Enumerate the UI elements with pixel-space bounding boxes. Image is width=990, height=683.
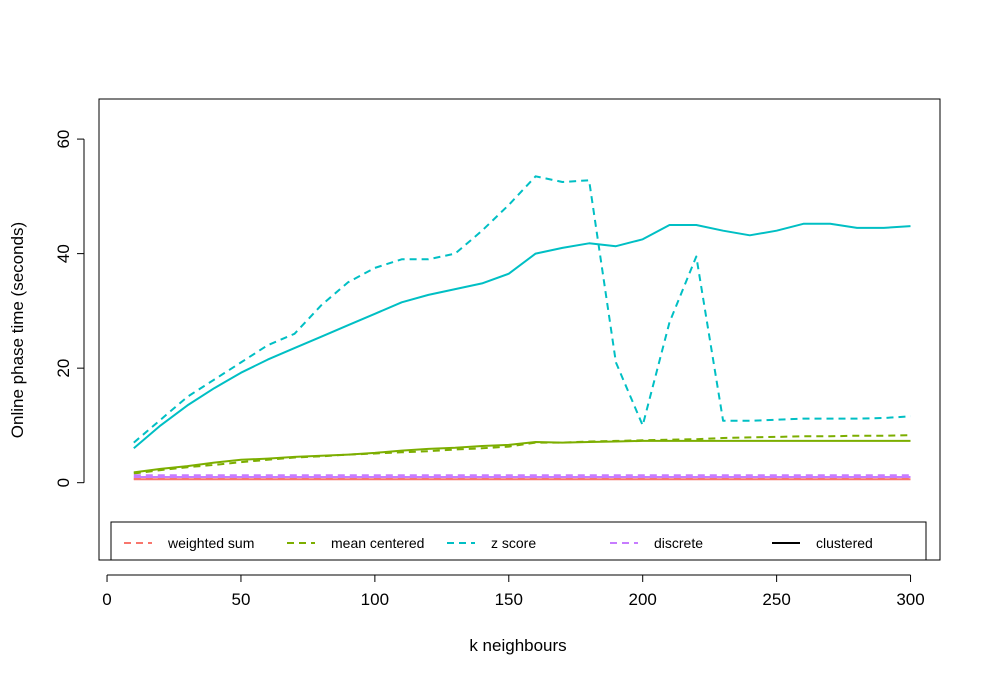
y-tick-label: 60 — [54, 130, 73, 149]
legend-box — [110, 521, 927, 561]
axes-layer: 0 50 100 150 200 250 300 0 20 40 60 — [54, 130, 925, 609]
series-layer — [133, 175, 911, 481]
y-tick-label: 20 — [54, 359, 73, 378]
x-axis-label: k neighbours — [469, 636, 566, 655]
x-tick-label: 200 — [629, 590, 657, 609]
legend-label-z-score: z score — [491, 535, 536, 551]
x-tick-label: 150 — [495, 590, 523, 609]
legend: weighted sum mean centered z score discrete… — [110, 521, 927, 561]
x-tick-label: 300 — [896, 590, 924, 609]
legend-label-mean-centered: mean centered — [331, 535, 424, 551]
legend-label-weighted-sum: weighted sum — [167, 535, 254, 551]
y-axis-label: Online phase time (seconds) — [8, 222, 27, 438]
series-line-z-score-solid — [133, 222, 911, 450]
y-tick-label: 0 — [54, 478, 73, 487]
series-line-z-score-dashed — [133, 175, 911, 444]
x-tick-label: 250 — [762, 590, 790, 609]
plot-frame — [98, 98, 941, 561]
legend-label-discrete: discrete — [654, 535, 703, 551]
series-line-mean-centered-dashed — [133, 434, 911, 475]
x-tick-label: 50 — [231, 590, 250, 609]
x-tick-label: 100 — [361, 590, 389, 609]
x-tick-label: 0 — [102, 590, 111, 609]
legend-label-clustered: clustered — [816, 535, 873, 551]
y-tick-label: 40 — [54, 244, 73, 263]
series-line-mean-centered-solid — [133, 439, 911, 474]
